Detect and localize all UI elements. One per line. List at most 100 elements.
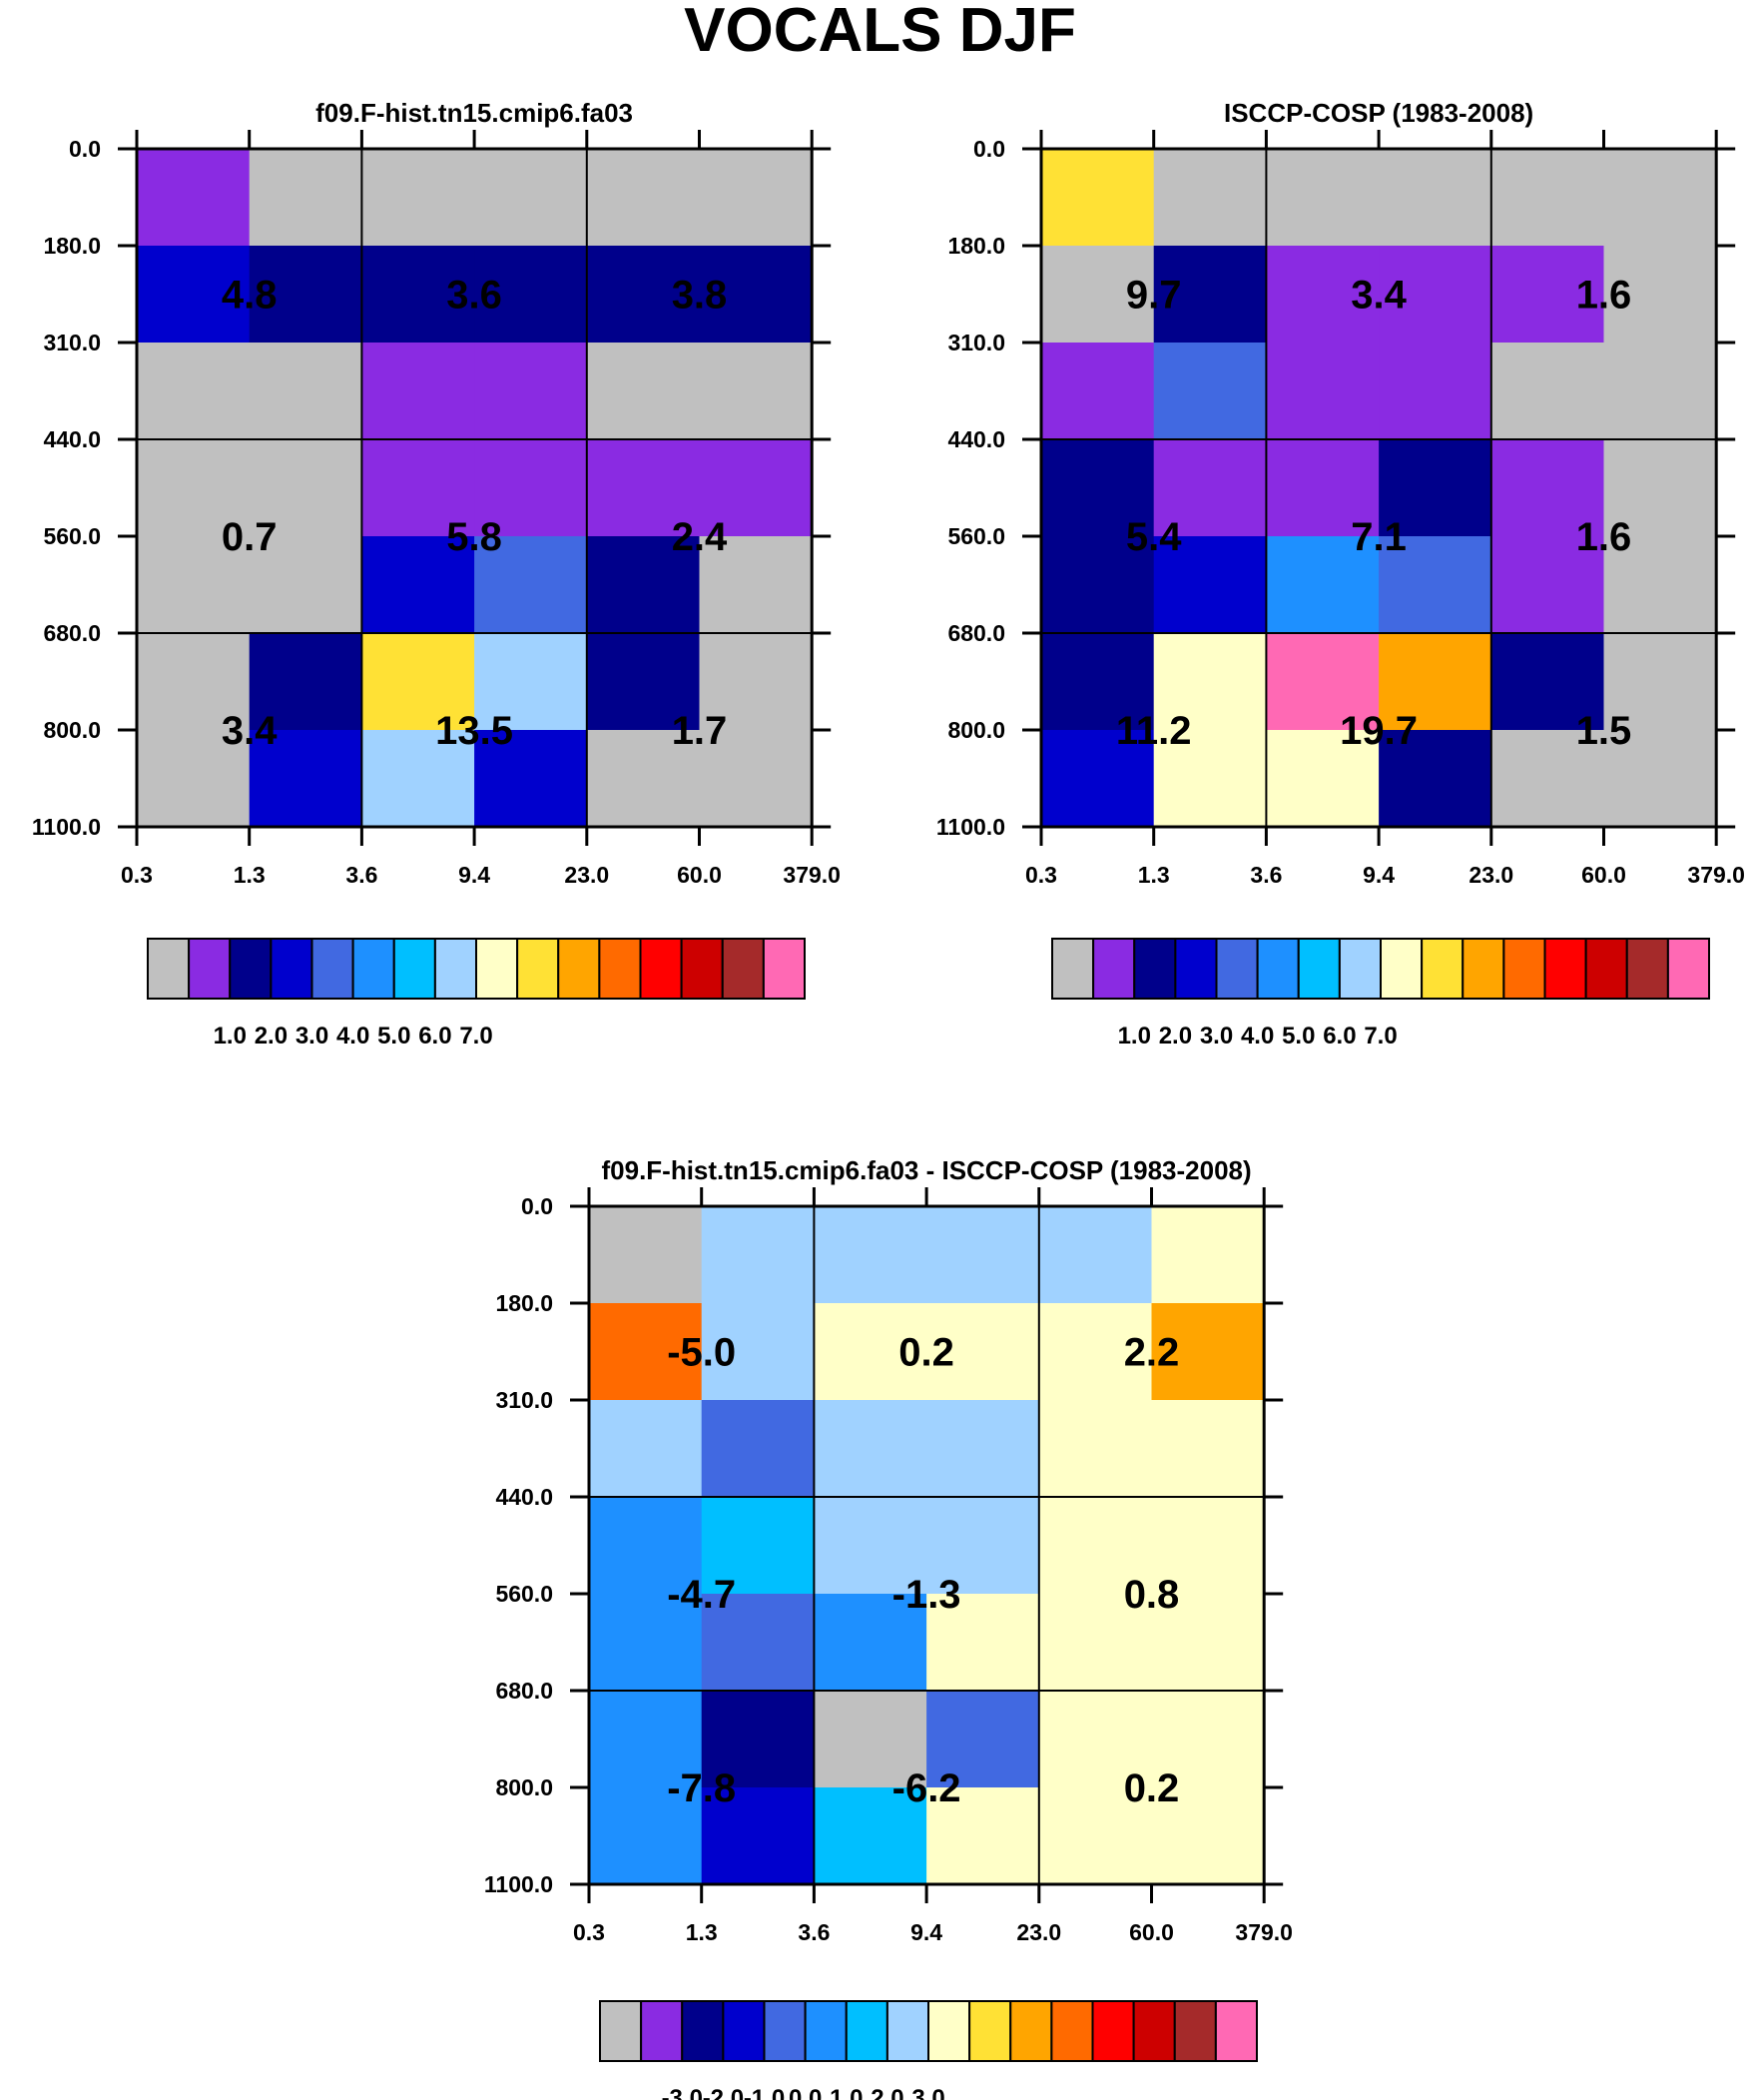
colorbar-swatch — [763, 2000, 807, 2062]
panel-title: f09.F-hist.tn15.cmip6.fa03 - ISCCP-COSP … — [601, 1155, 1251, 1185]
heatmap-cell — [586, 343, 701, 440]
colorbar-swatch — [1502, 938, 1546, 1000]
colorbar-label: 3.0 — [1200, 1023, 1233, 1050]
heatmap-cell — [1603, 439, 1717, 537]
heatmap-cell — [1153, 536, 1267, 634]
heatmap-cell — [699, 439, 813, 537]
colorbar-swatch — [188, 938, 232, 1000]
colorbar-swatch — [1173, 2000, 1217, 2062]
y-axis: 0.0 180.0 310.0 440.0 560.0 680.0 800.0 1100.0 — [936, 136, 1736, 840]
y-axis: 0.0 180.0 310.0 440.0 560.0 680.0 800.0 1100.0 — [32, 136, 832, 840]
colorbar-swatch — [1091, 2000, 1135, 2062]
heatmap-cell — [137, 439, 251, 537]
heatmap-cell — [474, 730, 588, 828]
heatmap-cell — [1490, 439, 1605, 537]
heatmap-cell — [137, 246, 251, 344]
bin-value-label: -6.2 — [892, 1766, 961, 1810]
colorbar-swatch — [1050, 2000, 1094, 2062]
colorbar-swatch — [147, 938, 191, 1000]
colorbar-swatch — [475, 938, 519, 1000]
heatmap-cell — [1266, 439, 1380, 537]
bin-value-label: 5.8 — [446, 515, 502, 559]
heatmap-cell — [701, 1303, 815, 1401]
bin-value-label: 0.8 — [1124, 1573, 1180, 1617]
heatmap-cell — [474, 633, 588, 731]
colorbar-swatch — [680, 938, 724, 1000]
colorbar-swatch — [1133, 938, 1177, 1000]
colorbar: 1.0 2.0 3.0 4.0 5.0 6.0 7.0 — [1051, 938, 1710, 1050]
heatmap-cell — [1038, 1594, 1153, 1692]
bin-value-label: 13.5 — [435, 709, 513, 753]
colorbar-swatch — [557, 938, 601, 1000]
grid-lines — [137, 149, 813, 827]
x-tick-label: 0.3 — [1025, 862, 1057, 888]
heatmap-cell — [589, 1691, 703, 1788]
x-tick-label: 60.0 — [677, 862, 722, 888]
heatmap-cell — [1490, 730, 1605, 828]
x-tick-label: 0.3 — [121, 862, 153, 888]
colorbar-label: 2.0 — [871, 2085, 903, 2100]
bin-value-label: -7.8 — [667, 1766, 736, 1810]
x-axis: 0.3 1.3 3.6 9.4 23.0 60.0 379.0 — [1025, 130, 1745, 888]
colorbar-swatch — [845, 2000, 888, 2062]
heatmap-cell — [1153, 633, 1267, 731]
x-tick-label: 23.0 — [1016, 1919, 1061, 1945]
colorbar-swatch — [433, 938, 477, 1000]
heatmap-cell — [1603, 633, 1717, 731]
y-tick-label: 310.0 — [43, 330, 101, 355]
y-tick-label: 1100.0 — [32, 814, 101, 840]
heatmap-cell — [1041, 536, 1155, 634]
heatmap-cell — [474, 439, 588, 537]
colorbar-swatch — [1297, 938, 1341, 1000]
y-tick-label: 180.0 — [947, 233, 1005, 259]
heatmap-cell — [1603, 149, 1717, 247]
heatmap-cell — [586, 246, 701, 344]
heatmap-cell — [1266, 730, 1380, 828]
colorbar-label: 1.0 — [830, 2085, 863, 2100]
heatmap-cell — [589, 1787, 703, 1885]
panel-obs: ISCCP-COSP (1983-2008) 0.3 1.3 3.6 9.4 23.0 60… — [936, 98, 1745, 1050]
heatmap-cell — [361, 536, 475, 634]
heatmap-cell — [1151, 1497, 1265, 1595]
bin-value-label: 2.2 — [1124, 1331, 1180, 1375]
heatmap-cell — [814, 1303, 927, 1401]
heatmap-cell — [1153, 149, 1267, 247]
heatmap-cell — [361, 149, 475, 247]
heatmap-cell — [589, 1497, 703, 1595]
y-tick-label: 180.0 — [495, 1290, 553, 1316]
heatmap-cell — [137, 536, 251, 634]
heatmap-cell — [701, 1787, 815, 1885]
y-tick-label: 680.0 — [947, 620, 1005, 646]
y-tick-label: 1100.0 — [936, 814, 1005, 840]
colorbar: -3.0 -2.0 -1.0 0.0 1.0 2.0 3.0 — [599, 2000, 1258, 2100]
heatmap-cell — [1038, 1303, 1153, 1401]
heatmap-cell — [699, 149, 813, 247]
bin-values: 9.7 3.4 1.6 5.4 7.1 1.6 11.2 19.7 1.5 — [1116, 274, 1631, 754]
colorbar-label: -3.0 — [662, 2085, 703, 2100]
heatmap-cell — [926, 1691, 1040, 1788]
colorbar-swatch — [516, 938, 560, 1000]
y-tick-label: 310.0 — [947, 330, 1005, 355]
heatmap-cell — [137, 343, 251, 440]
heatmap-cell — [1153, 439, 1267, 537]
heatmap-cell — [249, 246, 362, 344]
y-tick-label: 0.0 — [973, 136, 1005, 162]
heatmap-cell — [699, 536, 813, 634]
heatmap-cell — [361, 633, 475, 731]
x-tick-label: 9.4 — [1363, 862, 1395, 888]
x-tick-label: 3.6 — [345, 862, 377, 888]
heatmap-cell — [249, 439, 362, 537]
y-tick-label: 0.0 — [69, 136, 101, 162]
y-tick-label: 440.0 — [947, 426, 1005, 452]
x-tick-label: 0.3 — [573, 1919, 605, 1945]
colorbar-label: 3.0 — [295, 1023, 328, 1050]
heatmap-cell — [1266, 633, 1380, 731]
heatmap-cell — [586, 149, 701, 247]
heatmap-cell — [249, 343, 362, 440]
colorbar-label: 7.0 — [459, 1023, 492, 1050]
colorbar-swatch — [1174, 938, 1218, 1000]
colorbar-swatch — [927, 2000, 971, 2062]
heatmap-cell — [1266, 149, 1380, 247]
heatmap-cell — [361, 246, 475, 344]
bin-value-label: 9.7 — [1126, 274, 1182, 318]
